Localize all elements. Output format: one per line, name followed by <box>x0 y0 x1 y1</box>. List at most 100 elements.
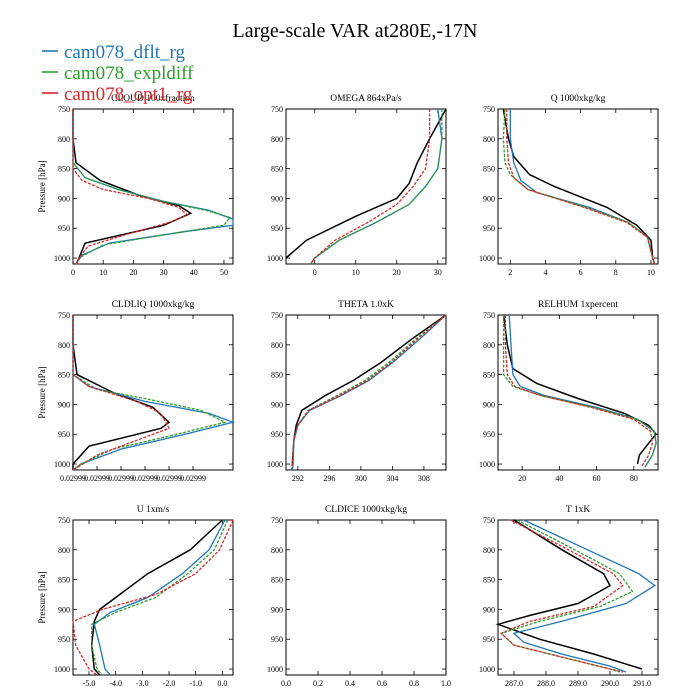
panel-title: CLDLIQ 1000xkg/kg <box>112 300 195 310</box>
x-tick-label: 6 <box>579 268 583 277</box>
y-tick-label: 850 <box>271 576 283 585</box>
plot-frame <box>497 519 659 676</box>
y-tick-label: 750 <box>271 311 283 320</box>
y-tick-label: 800 <box>483 341 495 350</box>
panel-9: T 1xK 750 800 850 900 950 1000 287.0 288.0 289.0 2… <box>479 505 659 688</box>
y-tick-label: 800 <box>271 546 283 555</box>
y-tick-label: 800 <box>58 135 70 144</box>
x-tick-label: 292 <box>292 474 304 483</box>
series-line-cam078_expldiff <box>499 519 634 673</box>
x-tick-label: -1.0 <box>189 679 202 688</box>
plot-frame <box>285 108 447 265</box>
series-line-cam078_dflt_rg <box>72 315 236 471</box>
series-line-cam078_dflt_rg <box>72 109 234 265</box>
y-tick-label: 850 <box>58 371 70 380</box>
y-tick-label: 950 <box>483 224 495 233</box>
series-line-ref <box>72 109 193 265</box>
y-tick-label: 900 <box>483 605 495 614</box>
series-line-cam078_expldiff <box>310 109 443 265</box>
x-tick-label: 10 <box>352 268 360 277</box>
x-tick-label: 0.02999 <box>60 474 86 483</box>
x-tick-label: 300 <box>355 474 367 483</box>
y-tick-label: 750 <box>483 311 495 320</box>
y-axis-label: Pressure [hPa] <box>37 571 47 623</box>
x-tick-label: 0.02999 <box>84 474 110 483</box>
x-tick-label: 0.02999 <box>180 474 206 483</box>
y-tick-label: 950 <box>271 430 283 439</box>
y-tick-label: 850 <box>271 165 283 174</box>
y-tick-label: 900 <box>271 605 283 614</box>
y-tick-label: 750 <box>58 516 70 525</box>
legend-entry: cam078_dflt_rg <box>64 42 186 63</box>
panel-title: CLDICE 1000xkg/kg <box>325 505 407 515</box>
y-tick-label: 850 <box>483 371 495 380</box>
x-tick-label: 10 <box>647 268 655 277</box>
y-tick-label: 950 <box>58 635 70 644</box>
series-line-cam078_expldiff <box>91 519 229 676</box>
y-tick-label: 750 <box>58 311 70 320</box>
y-tick-label: 950 <box>58 224 70 233</box>
x-tick-label: 0.6 <box>377 679 387 688</box>
series-line-cam078_expldiff <box>290 314 447 471</box>
y-tick-label: 750 <box>58 105 70 114</box>
series-line-cam078_opt1_rg <box>72 315 170 471</box>
series-line-cam078_dflt_rg <box>508 314 657 468</box>
y-tick-label: 1000 <box>267 460 283 469</box>
x-tick-label: 296 <box>323 474 335 483</box>
plot-frame <box>285 314 447 471</box>
x-tick-label: 60 <box>593 474 601 483</box>
y-tick-label: 800 <box>271 341 283 350</box>
y-tick-label: 850 <box>483 576 495 585</box>
x-tick-label: 40 <box>190 268 198 277</box>
plot-frame <box>497 108 659 265</box>
y-tick-label: 900 <box>58 194 70 203</box>
y-tick-label: 1000 <box>267 254 283 263</box>
panel-7: U 1xm/s 750 800 850 900 950 1000 -5.0 -4.0 -3.0 -2… <box>37 505 234 688</box>
x-tick-label: 10 <box>99 268 107 277</box>
series-line-ref <box>90 519 223 676</box>
x-tick-label: 80 <box>630 474 638 483</box>
x-tick-label: 20 <box>518 474 526 483</box>
series-line-cam078_opt1_rg <box>310 109 431 265</box>
y-tick-label: 750 <box>271 516 283 525</box>
x-tick-label: 0.8 <box>409 679 419 688</box>
x-tick-label: -2.0 <box>163 679 176 688</box>
x-tick-label: 20 <box>393 268 401 277</box>
x-tick-label: 2 <box>508 268 512 277</box>
x-tick-label: 0.4 <box>345 679 355 688</box>
x-tick-label: 0 <box>71 268 75 277</box>
panel-2: OMEGA 864xPa/s 750 800 850 900 950 1000 0 10 20 30 <box>267 94 447 277</box>
series-line-ref <box>291 314 447 465</box>
y-tick-label: 900 <box>58 400 70 409</box>
plot-frame <box>497 314 659 471</box>
series-line-cam078_opt1_rg <box>506 109 656 265</box>
y-tick-label: 800 <box>483 546 495 555</box>
panel-3: Q 1000xkg/kg 750 800 850 900 950 1000 2 4 6 8 10 <box>479 94 659 277</box>
y-tick-label: 1000 <box>267 665 283 674</box>
x-tick-label: 40 <box>555 474 563 483</box>
y-axis-label: Pressure [hPa] <box>37 160 47 212</box>
y-tick-label: 850 <box>483 165 495 174</box>
panel-title: U 1xm/s <box>137 505 170 515</box>
x-tick-label: 290.0 <box>601 679 619 688</box>
y-tick-label: 950 <box>483 430 495 439</box>
y-tick-label: 750 <box>483 105 495 114</box>
y-tick-label: 900 <box>483 194 495 203</box>
plot-frame <box>72 108 234 265</box>
series-line-ref <box>502 108 656 265</box>
x-tick-label: 0.0 <box>217 679 227 688</box>
y-tick-label: 800 <box>271 135 283 144</box>
y-tick-label: 1000 <box>479 665 495 674</box>
series-line-cam078_opt1_rg <box>72 109 189 265</box>
x-tick-label: 4 <box>543 268 547 277</box>
y-tick-label: 900 <box>271 194 283 203</box>
legend-entry: cam078_opt1_rg <box>64 84 193 105</box>
x-tick-label: 0.02999 <box>132 474 158 483</box>
series-line-cam078_expldiff <box>502 315 657 468</box>
series-line-cam078_dflt_rg <box>291 314 447 471</box>
x-tick-label: 30 <box>434 268 442 277</box>
panel-6: RELHUM 1xpercent 750 800 850 900 950 1000 20 40 6… <box>479 300 659 483</box>
y-tick-label: 800 <box>58 546 70 555</box>
